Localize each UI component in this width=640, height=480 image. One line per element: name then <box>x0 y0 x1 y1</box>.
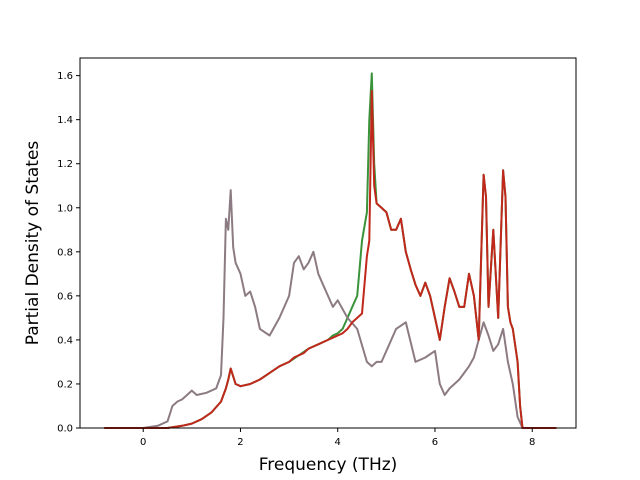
y-tick-label: 1.6 <box>57 71 73 82</box>
series-line-3 <box>104 90 557 429</box>
y-tick-label: 0.8 <box>57 247 73 258</box>
y-tick-label: 0.4 <box>57 335 73 346</box>
y-tick-label: 1.2 <box>57 159 73 170</box>
series-layer <box>104 72 557 429</box>
x-axis-title: Frequency (THz) <box>259 455 398 475</box>
x-tick-label: 4 <box>335 437 341 448</box>
x-tick-label: 6 <box>432 437 438 448</box>
y-tick-label: 0.2 <box>57 379 73 390</box>
plot-frame <box>79 57 577 429</box>
series-line-1 <box>104 72 557 429</box>
series-line-2 <box>104 189 557 429</box>
x-tick-label: 8 <box>529 437 535 448</box>
x-tick-label: 2 <box>237 437 243 448</box>
y-axis-title: Partial Density of States <box>23 141 43 346</box>
y-axis-ticks: 0.0 0.2 0.4 0.6 0.8 1.0 1.2 1.4 1.6 <box>57 71 80 435</box>
y-tick-label: 1.4 <box>57 115 73 126</box>
y-tick-label: 0.0 <box>57 424 73 435</box>
y-tick-label: 1.0 <box>57 203 73 214</box>
y-tick-label: 0.6 <box>57 291 73 302</box>
x-axis-ticks: 0 2 4 6 8 <box>140 428 535 448</box>
x-tick-label: 0 <box>140 437 146 448</box>
